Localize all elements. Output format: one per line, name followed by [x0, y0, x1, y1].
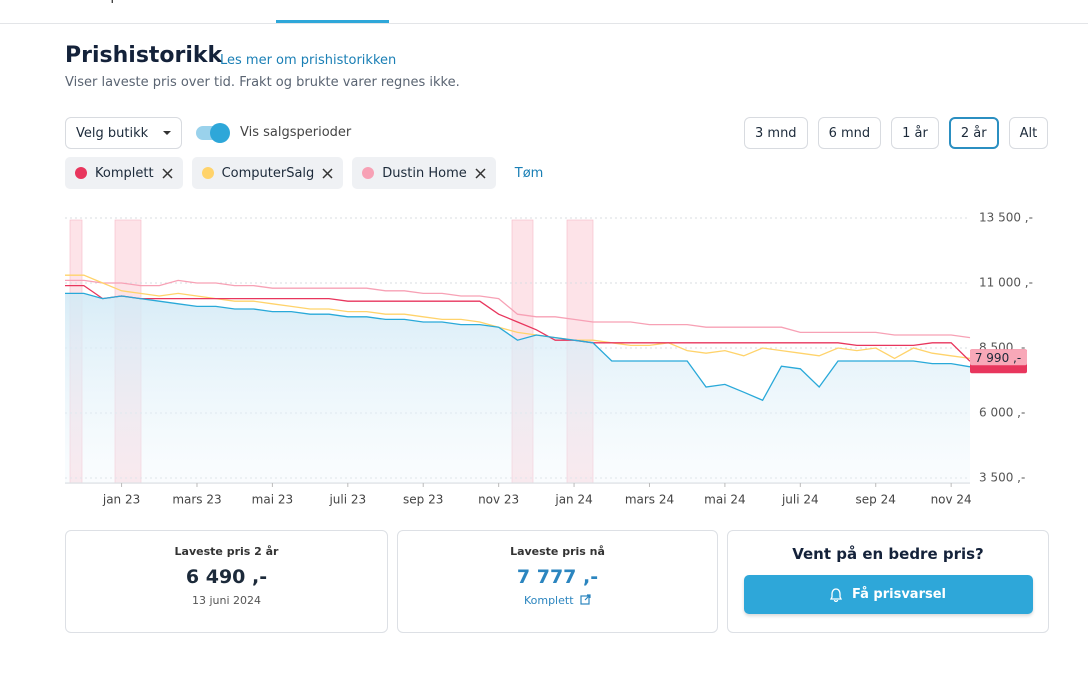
x-tick-label: sep 24	[856, 493, 896, 507]
legend-label: ComputerSalg	[221, 165, 315, 181]
tab[interactable]: Prishistorikk	[292, 0, 392, 4]
x-tick-label: sep 23	[403, 493, 443, 507]
price-badge-label: 7 990 ,-	[975, 351, 1021, 365]
x-tick-label: mai 24	[704, 493, 745, 507]
store-link[interactable]: Komplett	[398, 594, 717, 607]
legend-chip[interactable]: ComputerSalg	[191, 157, 344, 189]
legend-swatch	[75, 167, 87, 179]
legend-swatch	[201, 167, 214, 179]
y-tick-label: 6 000 ,-	[979, 406, 1025, 420]
info-link[interactable]: Les mer om prishistorikken	[220, 53, 397, 68]
caret	[163, 131, 172, 135]
x-tick-label: nov 24	[931, 493, 972, 507]
bell-icon	[830, 587, 842, 602]
section-title: Prishistorikk	[65, 43, 223, 68]
card-title: Vent på en bedre pris?	[792, 545, 984, 563]
alert-card: Vent på en bedre pris? Få prisvarsel	[727, 530, 1049, 633]
legend-chip[interactable]: Dustin Home	[352, 157, 496, 189]
range-button[interactable]: 6 mnd	[817, 117, 882, 149]
store-name: Komplett	[523, 594, 574, 607]
range-button[interactable]: 1 år	[891, 117, 939, 149]
active-tab-indicator	[276, 20, 389, 23]
current-card: Laveste pris nå 7 777 ,- Komplett	[397, 530, 718, 633]
subtitle: Viser laveste pris over tid. Frakt og br…	[65, 75, 460, 90]
price-line	[65, 279, 971, 339]
x-tick-label: nov 23	[478, 493, 519, 507]
price-line	[65, 284, 971, 362]
external-icon	[580, 594, 591, 605]
range-button[interactable]: 3 mnd	[744, 117, 808, 149]
x-tick-label: mai 23	[252, 493, 293, 507]
card-price: 6 490 ,-	[185, 566, 268, 588]
tab[interactable]: Alle priser	[80, 0, 151, 4]
remove-icon[interactable]	[322, 167, 333, 179]
clear-link[interactable]: Tøm	[514, 165, 544, 181]
y-tick-label: 11 000 ,-	[979, 276, 1033, 290]
card-title: Laveste pris 2 år	[174, 545, 279, 558]
tab-divider	[0, 23, 1088, 24]
legend-label: Dustin Home	[382, 165, 467, 181]
price-line	[65, 292, 971, 402]
x-tick-label: juli 24	[781, 493, 819, 507]
select-label: Velg butikk	[76, 125, 149, 141]
y-tick-label: 13 500 ,-	[979, 211, 1033, 225]
store-chips: Komplett ComputerSalg Dustin Home Tøm	[65, 157, 543, 189]
range-button[interactable]: Alt	[1008, 117, 1049, 149]
card-price: 7 777 ,-	[516, 566, 599, 588]
remove-icon[interactable]	[162, 167, 173, 179]
card-title: Laveste pris nå	[510, 545, 605, 558]
chart: 3 500 ,-6 000 ,-8 500 ,-11 000 ,-13 500 …	[65, 211, 1033, 507]
toggle-label: Vis salgsperioder	[240, 125, 352, 140]
legend-chip[interactable]: Komplett	[65, 157, 183, 189]
alert-button[interactable]: Få prisvarsel	[743, 575, 1033, 614]
x-tick-label: juli 23	[328, 493, 366, 507]
button-label: Få prisvarsel	[852, 587, 946, 602]
store-select[interactable]: Velg butikk	[65, 117, 182, 149]
x-tick-label: jan 24	[554, 493, 592, 507]
y-tick-label: 3 500 ,-	[979, 471, 1025, 485]
x-tick-label: jan 23	[102, 493, 140, 507]
area	[65, 293, 970, 483]
x-tick-label: mars 23	[172, 493, 221, 507]
tab[interactable]: Anmeldelser	[178, 0, 266, 4]
legend-swatch	[362, 167, 375, 179]
range-button[interactable]: 2 år	[948, 117, 999, 149]
x-tick-label: mars 24	[625, 493, 674, 507]
legend-label: Komplett	[95, 165, 154, 181]
toggle[interactable]	[194, 122, 234, 144]
lowest-card: Laveste pris 2 år 6 490 ,- 13 juni 2024	[65, 530, 388, 633]
card-date: 13 juni 2024	[191, 594, 262, 607]
range-buttons: 3 mnd 6 mnd 1 år 2 år Alt	[744, 117, 1049, 149]
price-badge-top	[970, 349, 1027, 366]
tab[interactable]: Info	[405, 0, 432, 4]
remove-icon[interactable]	[475, 167, 486, 179]
